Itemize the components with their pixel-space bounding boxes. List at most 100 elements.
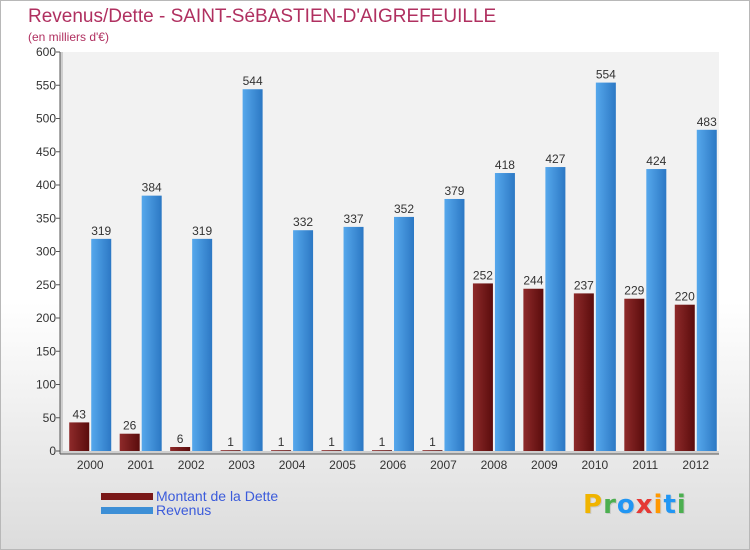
bar-dette [321, 450, 342, 451]
bar-dette [422, 450, 443, 451]
data-label-revenus: 379 [444, 184, 464, 198]
plot-floor [60, 451, 719, 454]
data-label-dette: 43 [73, 407, 87, 421]
data-label-revenus: 544 [243, 74, 263, 88]
data-label-dette: 6 [177, 432, 184, 446]
logo-letter: t [663, 490, 677, 520]
data-label-revenus: 418 [495, 158, 515, 172]
data-label-revenus: 554 [596, 68, 616, 82]
bar-revenus [192, 238, 213, 451]
x-tick-label: 2001 [127, 458, 154, 472]
logo-letter: x [635, 490, 654, 520]
data-label-revenus: 319 [192, 224, 212, 238]
y-tick-label: 550 [36, 78, 56, 92]
bar-dette [69, 422, 90, 451]
bars [69, 82, 717, 452]
bar-dette [170, 447, 191, 451]
bar-dette [372, 450, 392, 451]
bar-revenus [293, 230, 314, 451]
bar-revenus [646, 169, 667, 452]
logo-letter: r [603, 490, 617, 520]
data-label-dette: 229 [624, 284, 644, 298]
bar-revenus [394, 216, 414, 451]
y-tick-label: 100 [36, 378, 56, 392]
x-tick-label: 2004 [279, 458, 306, 472]
bar-revenus [494, 173, 515, 451]
y-tick-label: 400 [36, 178, 56, 192]
x-tick-label: 2000 [77, 458, 104, 472]
x-tick-label: 2010 [581, 458, 608, 472]
y-tick-label: 150 [36, 344, 56, 358]
data-label-dette: 244 [523, 274, 543, 288]
logo-letter: o [616, 490, 636, 520]
bar-revenus [242, 89, 263, 452]
data-label-revenus: 352 [394, 202, 414, 216]
data-label-dette: 26 [123, 419, 137, 433]
data-label-revenus: 427 [545, 152, 565, 166]
data-label-dette: 220 [675, 290, 695, 304]
plot-left-wall [60, 52, 63, 454]
x-tick-label: 2009 [531, 458, 558, 472]
legend-label-dette: Montant de la Dette [156, 488, 279, 504]
y-tick-label: 500 [36, 112, 56, 126]
data-label-dette: 1 [328, 435, 335, 449]
x-tick-label: 2005 [329, 458, 356, 472]
x-tick-label: 2011 [632, 458, 658, 472]
logo-letter: i [676, 490, 687, 520]
data-label-revenus: 332 [293, 215, 313, 229]
y-tick-label: 600 [36, 45, 56, 59]
bar-dette [271, 450, 292, 451]
x-tick-label: 2002 [178, 458, 205, 472]
y-tick-label: 350 [36, 211, 56, 225]
data-label-dette: 252 [473, 268, 493, 282]
chart-subtitle: (en milliers d'€) [28, 30, 109, 44]
x-tick-label: 2007 [430, 458, 457, 472]
data-label-dette: 237 [574, 278, 594, 292]
bar-dette [472, 283, 493, 451]
bar-revenus [696, 129, 717, 451]
y-tick-label: 250 [36, 278, 56, 292]
data-labels: 43 319 26 384 6 319 1 544 1 332 1 337 1 352 1 379 252 418… [73, 68, 718, 450]
bar-revenus [444, 198, 465, 451]
x-tick-label: 2003 [228, 458, 255, 472]
data-label-revenus: 319 [91, 224, 111, 238]
logo-letter: P [583, 490, 604, 520]
y-tick-label: 300 [36, 245, 56, 259]
bar-dette [624, 298, 645, 451]
bar-revenus [91, 238, 112, 451]
y-tick-label: 450 [36, 145, 56, 159]
bar-dette [119, 433, 140, 451]
logo-letter: i [653, 490, 664, 520]
bar-revenus [343, 226, 364, 451]
proxiti-logo: Proxiti [583, 490, 687, 520]
data-label-dette: 1 [278, 435, 285, 449]
x-tick-label: 2012 [682, 458, 709, 472]
x-axis: 2000 2001 2002 2003 2004 2005 2006 2007 2008 2009… [60, 453, 719, 472]
bar-revenus [141, 195, 162, 451]
x-tick-label: 2008 [481, 458, 508, 472]
y-axis: 0 50 100 150 200 250 300 350 400 450 500 550 600 [36, 45, 61, 458]
bar-dette [220, 450, 241, 451]
data-label-revenus: 337 [344, 212, 364, 226]
bar-dette [523, 288, 544, 451]
data-label-dette: 1 [227, 435, 234, 449]
y-tick-label: 50 [43, 411, 57, 425]
legend-label-revenus: Revenus [156, 502, 212, 518]
data-label-revenus: 384 [142, 181, 162, 195]
y-tick-label: 200 [36, 311, 56, 325]
y-tick-label: 0 [49, 444, 56, 458]
legend-swatch-dette [101, 493, 153, 500]
bar-dette [674, 304, 695, 451]
bar-dette [573, 293, 594, 451]
data-label-revenus: 483 [697, 115, 717, 129]
chart-title: Revenus/Dette - SAINT-SéBASTIEN-D'AIGREF… [28, 6, 497, 27]
bar-revenus [595, 82, 616, 451]
legend-swatch-revenus [101, 507, 153, 514]
data-label-dette: 1 [379, 435, 386, 449]
data-label-revenus: 424 [646, 154, 666, 168]
bar-revenus [545, 167, 566, 452]
data-label-dette: 1 [429, 435, 436, 449]
x-tick-label: 2006 [380, 458, 407, 472]
